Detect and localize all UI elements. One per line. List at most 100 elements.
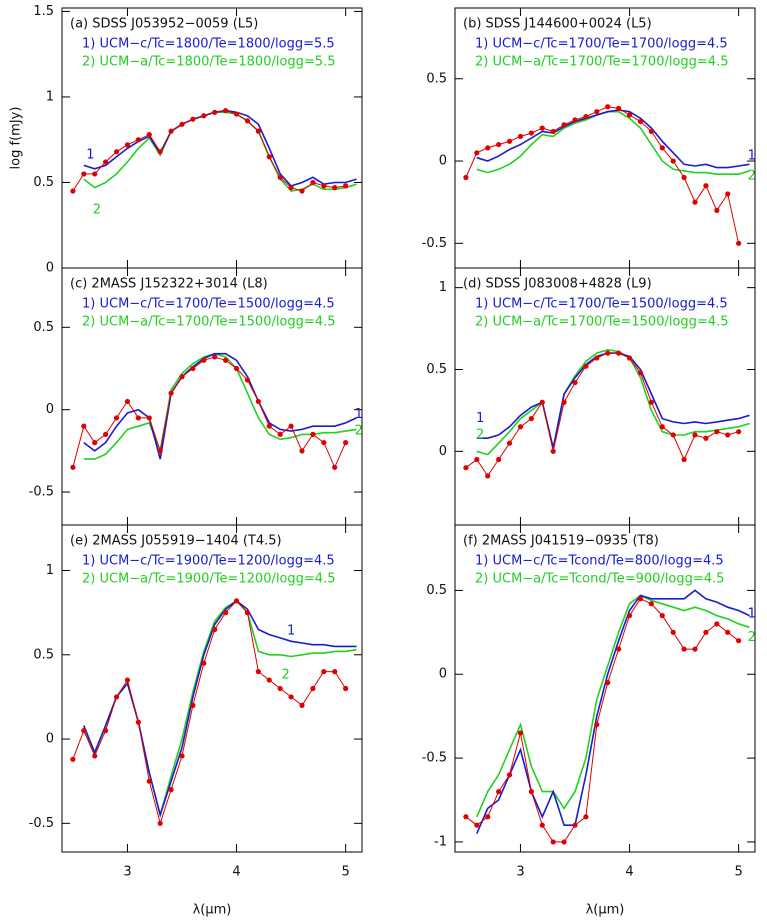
data-point bbox=[113, 694, 120, 700]
data-point bbox=[703, 435, 709, 441]
data-point bbox=[70, 188, 76, 194]
data-point bbox=[496, 456, 502, 463]
legend-entry: 1) UCM−c/Tc=Tcond/Te=800/logg=4.5 bbox=[475, 554, 724, 569]
data-point bbox=[616, 105, 622, 111]
data-point bbox=[70, 756, 76, 762]
data-point bbox=[70, 464, 76, 470]
data-point bbox=[310, 685, 316, 692]
data-point bbox=[343, 685, 349, 692]
x-tick-label: 4 bbox=[232, 865, 240, 880]
series-line bbox=[465, 598, 739, 843]
y-axis-label: log f(mJy) bbox=[9, 107, 24, 170]
data-point bbox=[539, 125, 545, 131]
data-point bbox=[244, 118, 251, 124]
data-point bbox=[277, 431, 283, 437]
data-point bbox=[583, 114, 589, 120]
data-point bbox=[310, 179, 316, 186]
data-point bbox=[561, 122, 567, 128]
data-point bbox=[255, 128, 261, 134]
data-point bbox=[637, 370, 644, 376]
panel-title: (e) 2MASS J055919−1404 (T4.5) bbox=[70, 534, 282, 549]
series-line bbox=[476, 594, 750, 818]
y-tick-label: 1 bbox=[439, 280, 447, 295]
data-point bbox=[103, 728, 109, 734]
data-point bbox=[670, 629, 676, 635]
y-tick-label: 0 bbox=[439, 444, 447, 459]
data-point bbox=[463, 465, 469, 471]
curve-label: 2 bbox=[748, 168, 756, 183]
data-point bbox=[714, 621, 720, 627]
plot-area bbox=[463, 104, 750, 246]
panel: -0.5 0 0.5 (b) SDSS J144600+0024 (L5) 1) UCM… bbox=[422, 7, 756, 269]
data-point bbox=[463, 814, 469, 820]
data-point bbox=[135, 415, 141, 421]
data-point bbox=[692, 199, 698, 205]
legend-entry: 2) UCM−a/Tc=Tcond/Te=900/logg=4.5 bbox=[475, 572, 724, 587]
curve-label: 1 bbox=[86, 148, 94, 163]
series-line bbox=[476, 352, 750, 449]
data-point bbox=[277, 174, 283, 180]
data-point bbox=[485, 814, 491, 820]
y-tick-label: -0.5 bbox=[422, 236, 447, 251]
panel-title: (b) SDSS J144600+0024 (L5) bbox=[463, 17, 652, 32]
data-point bbox=[626, 355, 633, 361]
series-line bbox=[476, 589, 750, 834]
data-point bbox=[179, 753, 185, 759]
series-line bbox=[465, 352, 739, 477]
data-point bbox=[550, 839, 556, 845]
data-point bbox=[659, 424, 665, 430]
data-point bbox=[201, 660, 207, 666]
data-point bbox=[223, 108, 229, 114]
data-point bbox=[299, 188, 305, 194]
data-point bbox=[539, 399, 545, 405]
data-point bbox=[637, 118, 644, 125]
data-point bbox=[637, 596, 644, 602]
curve-label: 1 bbox=[355, 407, 363, 422]
data-point bbox=[81, 728, 87, 734]
legend-entry: 2) UCM−a/Tc=1800/Te=1800/logg=5.5 bbox=[82, 55, 335, 70]
curve-label: 2 bbox=[355, 424, 363, 439]
panel-title: (c) 2MASS J152322+3014 (L8) bbox=[70, 277, 268, 292]
panel: -0.5 0 0.5 (c) 2MASS J152322+3014 (L8) 1) UC… bbox=[29, 267, 363, 526]
x-axis-label: λ(μm) bbox=[193, 903, 232, 918]
legend-entry: 1) UCM−c/Tc=1700/Te=1500/logg=4.5 bbox=[82, 297, 335, 312]
data-point bbox=[648, 601, 654, 607]
plot-frame bbox=[454, 524, 756, 853]
legend-entry: 1) UCM−c/Tc=1800/Te=1800/logg=5.5 bbox=[82, 37, 335, 52]
data-point bbox=[670, 158, 676, 164]
data-point bbox=[179, 374, 185, 380]
plot-area bbox=[70, 598, 357, 826]
data-point bbox=[681, 174, 687, 181]
data-point bbox=[299, 448, 305, 454]
y-tick-label: 0.5 bbox=[426, 71, 447, 86]
data-point bbox=[714, 429, 720, 435]
data-point bbox=[605, 680, 611, 686]
y-tick-label: 0.5 bbox=[426, 362, 447, 377]
data-point bbox=[343, 183, 349, 189]
data-point bbox=[168, 787, 174, 793]
data-point bbox=[255, 398, 261, 405]
curve-label: 1 bbox=[476, 411, 484, 426]
data-point bbox=[648, 128, 654, 135]
data-point bbox=[124, 398, 131, 405]
data-point bbox=[190, 365, 196, 372]
data-point bbox=[343, 440, 349, 446]
legend-entry: 2) UCM−a/Tc=1900/Te=1200/logg=4.5 bbox=[82, 572, 335, 587]
y-tick-label: 1.5 bbox=[33, 4, 54, 19]
panel-title: (a) SDSS J053952−0059 (L5) bbox=[70, 17, 258, 32]
data-point bbox=[496, 789, 502, 795]
data-point bbox=[703, 629, 709, 635]
data-point bbox=[517, 424, 524, 430]
data-point bbox=[233, 365, 240, 372]
data-point bbox=[496, 141, 502, 148]
y-tick-label: 0.5 bbox=[33, 175, 54, 190]
data-point bbox=[528, 415, 534, 422]
data-point bbox=[288, 185, 294, 191]
data-point bbox=[616, 646, 622, 652]
data-point bbox=[485, 473, 491, 479]
panel-title: (f) 2MASS J041519−0935 (T8) bbox=[463, 534, 659, 549]
data-point bbox=[659, 145, 665, 151]
data-point bbox=[190, 116, 196, 122]
data-point bbox=[594, 355, 600, 361]
data-point bbox=[550, 128, 556, 135]
